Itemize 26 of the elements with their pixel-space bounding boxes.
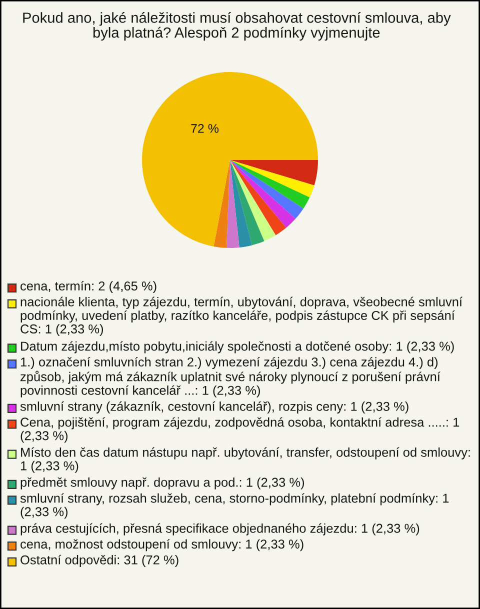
legend-label: 1.) označení smluvních stran 2.) vymezení zájezdu 3.) cena zájezdu 4.) d) způsob, jakým má zákazník uplatnit své nároky plynoucí z porušení právní povinnosti cestovní kancelář ...: 1 (2,33 %) — [20, 357, 440, 398]
pie-slice — [230, 160, 276, 242]
legend-label: Ostatní odpovědi: 31 (72 %) — [20, 554, 178, 567]
legend-label: předmět smlouvy např. dopravu a pod.: 1 (2,33 %) — [20, 477, 304, 490]
legend-label: Datum zájezdu,místo pobytu,iniciály společnosti a dotčené osoby: 1 (2,33 %) — [21, 341, 454, 354]
pie-slice — [230, 160, 296, 228]
data-label: 72 % — [191, 124, 219, 133]
pie-slice — [230, 160, 310, 209]
chart-title: Pokud ano, jaké náležitosti musí obsahovat cestovní smlouva, aby byla platná? Alespoň 2 podmínky vyjmenujte — [23, 12, 451, 41]
legend-label: smluvní strany, rozsah služeb, cena, storno-podmínky, platební podmínky: 1 (2,33 %) — [20, 493, 449, 519]
pie-slice — [230, 160, 318, 186]
pie-slice — [142, 72, 318, 246]
pie-slice — [226, 160, 240, 248]
legend-label: cena, termín: 2 (4,65 %) — [20, 280, 156, 294]
pie-slice — [214, 160, 230, 248]
legend-label: cena, možnost odstoupení od smlouvy: 1 (2,33 %) — [20, 539, 304, 552]
legend-label: Místo den čas datum nástupu např. ubytování, transfer, odstoupení od smlouvy: 1 (2,33 %) — [20, 447, 470, 473]
pie-slice — [230, 160, 252, 248]
pie-slice — [230, 160, 304, 219]
legend-label: Cena, pojištění, program zájezdu, zodpovědná osoba, kontaktní adresa .....: 1 (2,33 %) — [20, 417, 460, 443]
pie-slice — [230, 160, 286, 236]
legend-label: smluvní strany (zákazník, cestovní kancelář), rozpis ceny: 1 (2,33 %) — [20, 401, 408, 414]
pie-slice — [230, 160, 314, 198]
pie-slice — [230, 160, 264, 246]
legend-label: nacionále klienta, typ zájezdu, termín, ubytování, doprava, všeobecné smluvní podmínky, uvedení platby, razítko kanceláře, podpis zástupce CK při sepsání CS: 1 (2,33 %) — [20, 296, 462, 336]
legend-label: práva cestujících, přesná specifikace objednaného zájezdu: 1 (2,33 %) — [20, 523, 420, 536]
